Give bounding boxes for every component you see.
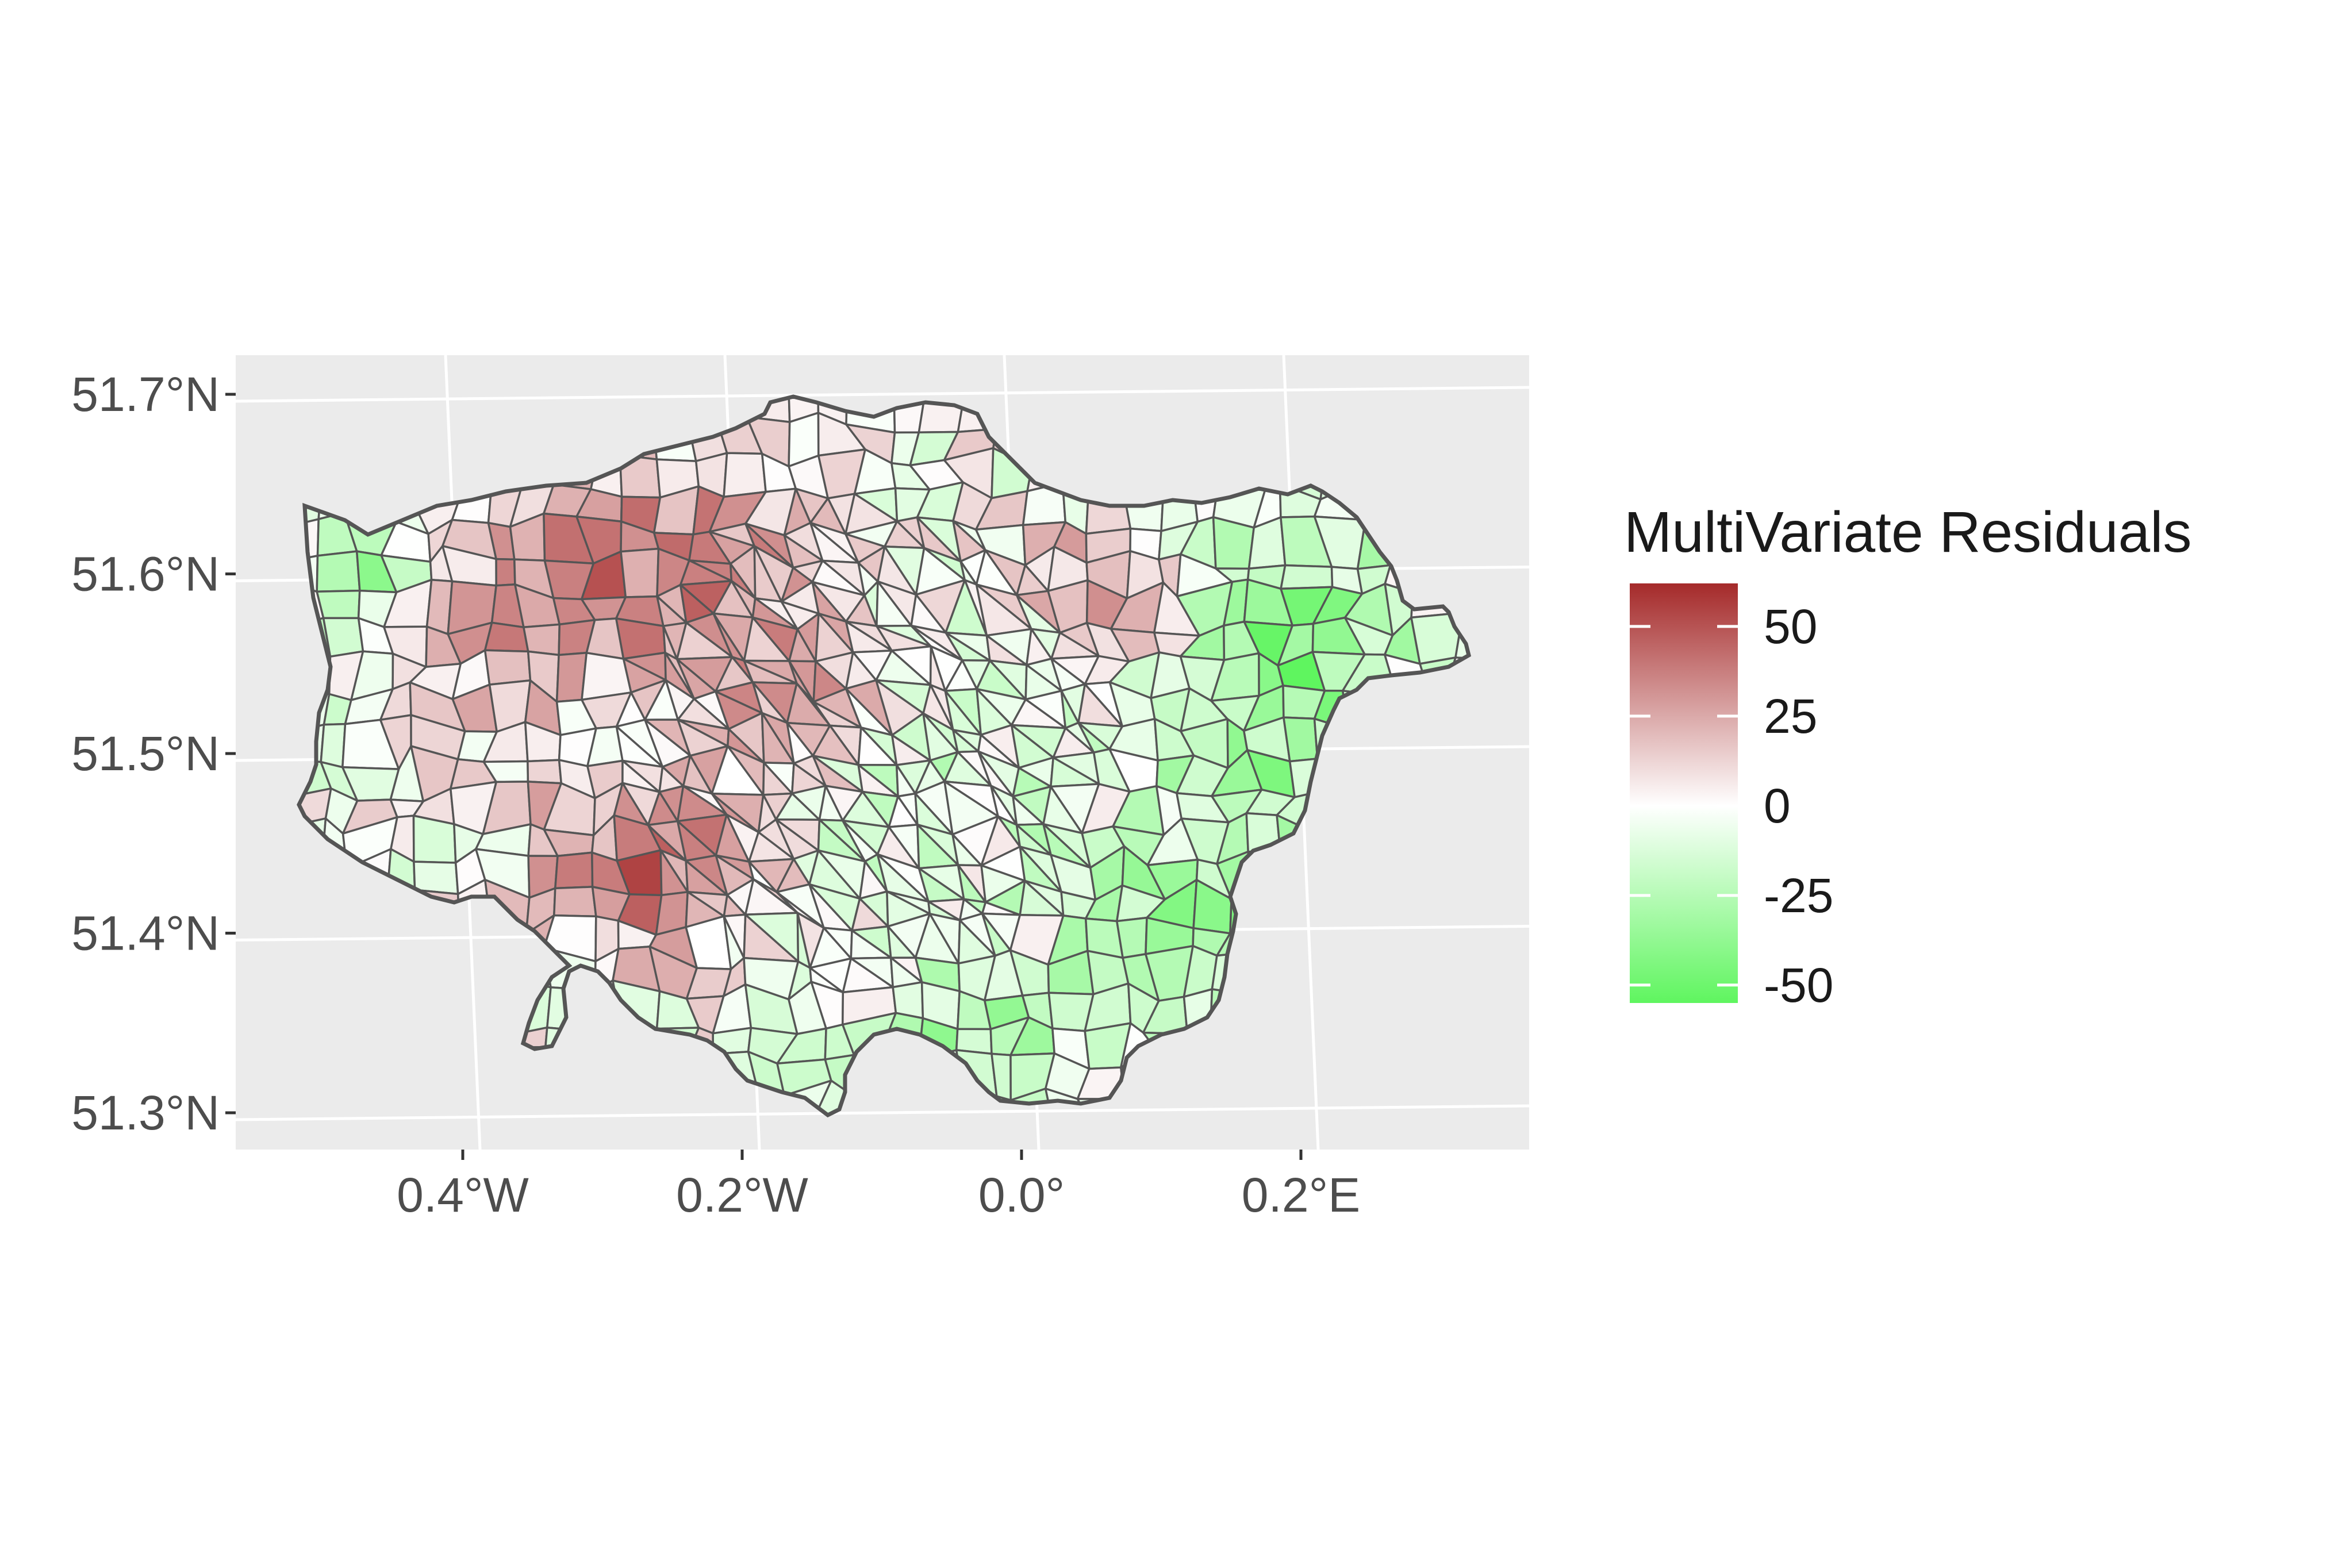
map-region [523,623,561,656]
gridline-lat [235,1104,1530,1121]
map-region [483,649,532,686]
map-region [412,814,457,864]
legend-tick-label: 25 [1764,689,1817,743]
map-region [723,452,767,498]
map-region [554,851,594,890]
legend-tick-label: 0 [1764,779,1791,833]
y-tick-label: 51.3°N [71,1086,220,1140]
y-tick-label: 51.6°N [71,547,220,601]
y-tick-label: 51.4°N [71,906,220,960]
legend-ticks: 50 25 0 -25 -50 [1630,599,1833,1012]
legend: MultiVariate Residuals 50 25 0 -25 -50 [1624,500,2191,1012]
y-axis: 51.3°N 51.4°N 51.5°N 51.6°N 51.7°N [71,367,236,1140]
legend-tick-label: 50 [1764,599,1817,654]
x-axis: 0.4°W 0.2°W 0.0° 0.2°E [397,1150,1360,1222]
map-region [316,589,361,620]
x-tick-label: 0.4°W [397,1168,529,1222]
map-region [495,558,516,587]
map-region [527,759,563,785]
legend-title: MultiVariate Residuals [1624,500,2191,564]
plot-panel [235,355,1530,1150]
map-region [322,617,364,658]
x-tick-label: 0.2°W [676,1168,808,1222]
map-region [316,550,361,593]
map-region [1283,716,1319,763]
legend-tick-label: -25 [1764,868,1833,923]
london-boundary [297,394,1472,1118]
map-region [553,886,597,918]
map-region [620,547,660,598]
map-region [1280,564,1334,590]
legend-tick-label: -50 [1764,958,1833,1012]
legend-colorbar [1630,583,1738,1003]
x-tick-label: 0.2°E [1242,1168,1360,1222]
x-tick-label: 0.0° [978,1168,1065,1222]
y-tick-label: 51.5°N [71,727,220,781]
map-region [320,722,347,768]
map-region [483,621,529,653]
y-tick-label: 51.7°N [71,367,220,421]
map-region [615,617,666,660]
map-region [1116,916,1148,959]
gridline-lat [235,386,1530,403]
